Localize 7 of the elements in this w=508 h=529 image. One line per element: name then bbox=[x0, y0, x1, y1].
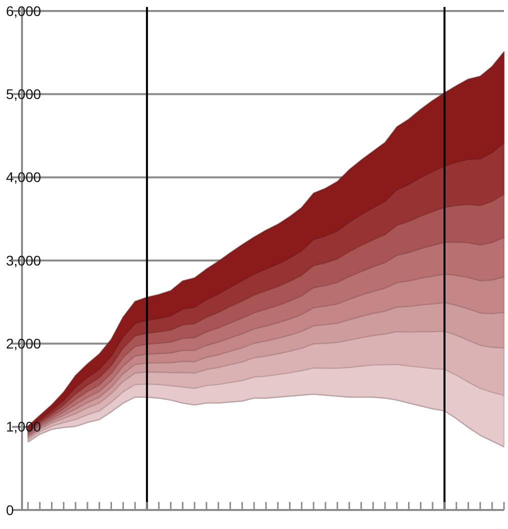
y-tick-label: 2,000 bbox=[6, 336, 42, 352]
y-tick-label: 3,000 bbox=[6, 252, 42, 268]
y-tick-label: 1,000 bbox=[6, 418, 42, 435]
y-tick-label: 0 bbox=[6, 502, 14, 518]
y-tick-label: 5,000 bbox=[6, 86, 42, 102]
y-tick-label: 6,000 bbox=[6, 2, 42, 19]
y-tick-label: 4,000 bbox=[6, 169, 42, 186]
